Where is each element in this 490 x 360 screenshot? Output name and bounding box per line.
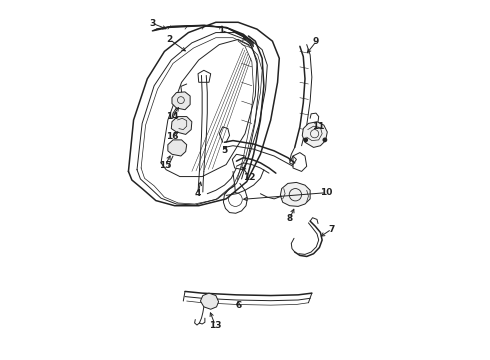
Polygon shape [200, 293, 219, 309]
Text: 10: 10 [320, 188, 332, 197]
Text: 8: 8 [287, 214, 293, 223]
Text: 5: 5 [221, 147, 227, 156]
Circle shape [303, 138, 308, 142]
Polygon shape [172, 92, 190, 110]
Polygon shape [172, 117, 192, 134]
Text: 7: 7 [329, 225, 335, 234]
Text: 4: 4 [195, 189, 201, 198]
Text: 1: 1 [218, 26, 224, 35]
Text: 6: 6 [235, 301, 241, 310]
Text: 13: 13 [209, 320, 221, 329]
Text: 3: 3 [149, 19, 155, 28]
Text: 12: 12 [243, 173, 256, 182]
Text: 9: 9 [313, 37, 319, 46]
Text: 14: 14 [166, 112, 178, 121]
Text: 16: 16 [166, 132, 178, 141]
Polygon shape [302, 122, 327, 148]
Text: 15: 15 [159, 161, 171, 170]
Polygon shape [168, 140, 187, 156]
Circle shape [322, 138, 327, 142]
Text: 2: 2 [167, 35, 172, 44]
Text: 11: 11 [312, 122, 324, 131]
Polygon shape [280, 183, 310, 206]
